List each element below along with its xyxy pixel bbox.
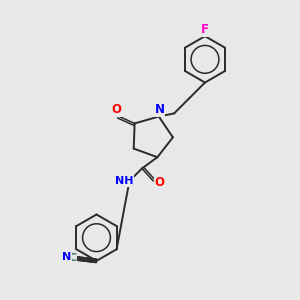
Text: O: O bbox=[112, 103, 122, 116]
Text: N: N bbox=[154, 103, 164, 116]
Text: NH: NH bbox=[115, 176, 133, 186]
Text: N: N bbox=[62, 252, 71, 262]
Text: C: C bbox=[69, 254, 77, 263]
Text: F: F bbox=[201, 23, 209, 36]
Text: O: O bbox=[155, 176, 165, 189]
